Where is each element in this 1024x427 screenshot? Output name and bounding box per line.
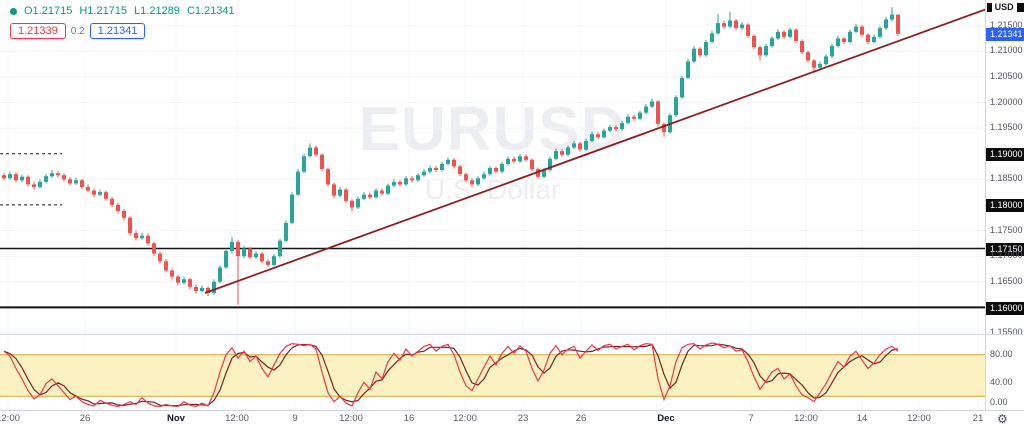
time-tick-label: 14 <box>856 413 868 424</box>
time-axis[interactable]: ⚙ 12:00 26 Nov 12:00 9 12:00 16 12:00 23 26 Dec 7 12… <box>0 410 1024 427</box>
time-tick-label: 9 <box>292 413 298 424</box>
level-price-badge: 1.17150 <box>986 243 1024 256</box>
time-tick-label: 21 <box>972 413 984 424</box>
scale-marker-icon <box>987 2 992 12</box>
scale-marker-icon <box>1016 2 1024 12</box>
price-tick-label: 1.21000 <box>990 45 1023 56</box>
time-tick-label: 12:00 <box>907 413 931 424</box>
close-value: C1.21341 <box>186 5 235 17</box>
time-tick-label: 12:00 <box>225 413 249 424</box>
time-tick-label: 23 <box>517 413 529 424</box>
price-tick-label: 1.16500 <box>990 275 1023 286</box>
price-tick-label: 1.17000 <box>990 250 1023 261</box>
pane-separator[interactable] <box>0 334 1024 335</box>
time-tick-label: 16 <box>403 413 415 424</box>
high-value: H1.21715 <box>79 5 128 17</box>
level-price-badge: 1.16000 <box>986 301 1024 315</box>
price-tick-label: 1.18500 <box>990 173 1023 184</box>
price-tick-label: 1.19500 <box>990 122 1023 133</box>
time-tick-label: 12:00 <box>0 413 20 424</box>
chart-settings-button[interactable]: ⚙ <box>997 412 1008 426</box>
level-price-badge: 1.19000 <box>986 148 1024 162</box>
connection-status-dot <box>10 7 17 15</box>
time-tick-label: Dec <box>657 413 675 424</box>
time-tick-label: 12:00 <box>339 413 363 424</box>
price-tick-label: 1.17500 <box>990 224 1023 235</box>
time-tick-label: 7 <box>748 413 754 424</box>
gear-icon: ⚙ <box>997 412 1008 426</box>
axis-currency-label: USD <box>994 2 1014 12</box>
time-tick-label: 12:00 <box>794 413 818 424</box>
open-value: O1.21715 <box>24 5 73 17</box>
price-tick-label: 1.20000 <box>990 96 1023 107</box>
price-tick-label: 1.15500 <box>990 327 1023 337</box>
price-tick-label: 1.21500 <box>990 19 1023 30</box>
time-tick-label: Nov <box>167 413 185 424</box>
buy-price-button[interactable]: 1.21341 <box>89 23 146 39</box>
time-tick-label: 26 <box>575 413 587 424</box>
time-tick-label: 12:00 <box>453 413 477 424</box>
low-value: L1.21289 <box>134 5 180 17</box>
chart-canvas[interactable] <box>0 0 985 410</box>
oscillator-tick-label: 0.00 <box>990 397 1008 407</box>
sell-price-button[interactable]: 1.21339 <box>10 23 66 39</box>
time-tick-label: 26 <box>79 413 91 424</box>
price-scale-header: USD <box>986 2 1024 12</box>
price-tick-label: 1.20500 <box>990 70 1023 81</box>
level-price-badge: 1.18000 <box>986 199 1024 213</box>
oscillator-tick-label: 40.00 <box>990 376 1013 387</box>
ohlc-legend: O1.21715 H1.21715 L1.21289 C1.21341 <box>10 5 235 17</box>
spread-label: 0.2 <box>70 25 85 37</box>
oscillator-tick-label: 80.00 <box>990 349 1013 360</box>
last-price-badge: 1.21341 <box>986 28 1024 42</box>
trade-panel: 1.21339 0.2 1.21341 <box>10 23 146 39</box>
price-axis[interactable]: USD 1.21500 1.21341 1.21000 1.20500 1.20000 1… <box>985 0 1024 410</box>
